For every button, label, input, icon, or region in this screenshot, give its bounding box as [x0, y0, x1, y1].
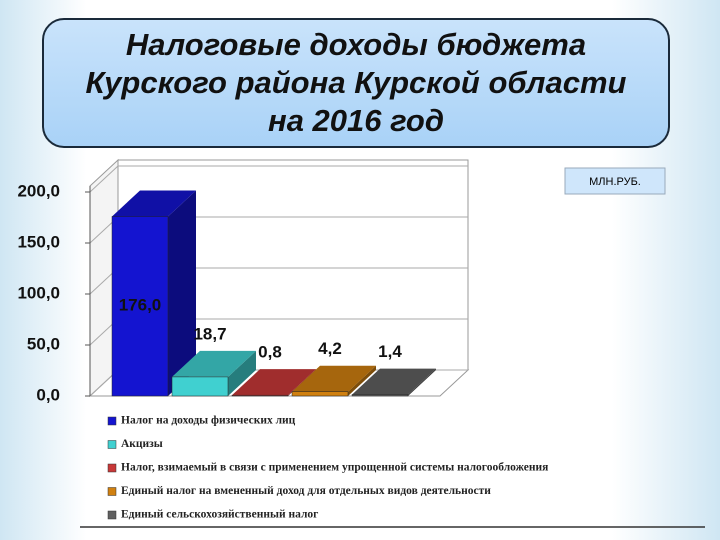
bar	[171, 376, 229, 397]
bar-top	[232, 369, 316, 396]
bar-top	[292, 365, 376, 392]
legend-swatch	[107, 463, 117, 473]
y-tick-label: 100,0	[17, 283, 60, 302]
value-label: 0,8	[258, 343, 282, 362]
legend-label: Акцизы	[121, 438, 163, 450]
y-tick-label: 50,0	[27, 334, 60, 353]
bar-top	[352, 368, 436, 395]
legend-label: Единый налог на вмененный доход для отде…	[121, 485, 491, 497]
bar-side	[348, 365, 376, 396]
unit-box	[564, 167, 666, 195]
grid-line	[89, 165, 119, 193]
y-tick-label: 200,0	[17, 181, 60, 200]
bar-top	[112, 190, 196, 217]
bar	[231, 394, 289, 397]
legend-swatch	[107, 487, 117, 496]
bar-side	[168, 190, 196, 396]
bar-top	[172, 350, 256, 377]
legend-label: Налог на доходы физических лиц	[121, 415, 296, 427]
bar-side	[228, 350, 256, 396]
bar	[111, 216, 169, 397]
legend-swatch	[107, 440, 117, 449]
value-label: 18,7	[193, 324, 226, 343]
legend-label: Налог, взимаемый в связи с применением у…	[121, 462, 548, 474]
bar-side	[408, 368, 436, 396]
value-label: 1,4	[378, 342, 402, 361]
bar	[351, 394, 409, 397]
unit-label: МЛН.РУБ.	[589, 176, 641, 188]
value-label: 176,0	[119, 296, 162, 315]
value-label: 4,2	[318, 339, 342, 358]
y-tick-label: 0,0	[36, 385, 60, 404]
legend-label: Единый сельскохозяйственный налог	[121, 509, 318, 521]
legend-swatch	[107, 416, 117, 426]
legend-swatch	[107, 510, 117, 520]
bar	[291, 391, 349, 397]
chart-title: Налоговые доходы бюджета Курского района…	[42, 18, 670, 148]
y-tick-label: 150,0	[17, 232, 60, 251]
